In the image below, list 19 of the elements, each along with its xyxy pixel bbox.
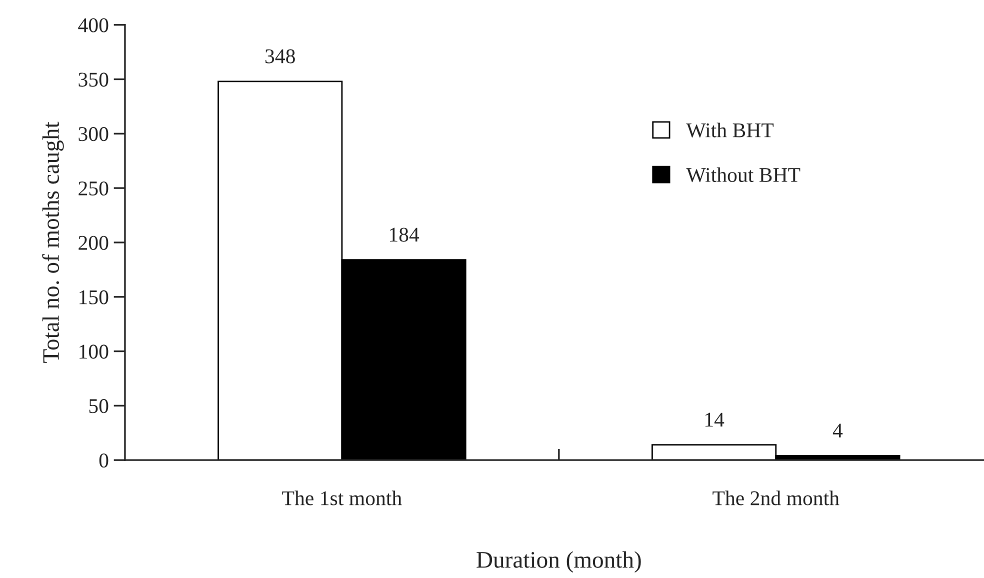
x-axis-title: Duration (month)	[476, 551, 641, 573]
data-label: 4	[832, 424, 843, 438]
y-tick-label: 350	[78, 72, 108, 87]
x-tick-label: The 2nd month	[712, 490, 840, 506]
data-label: 14	[705, 412, 724, 427]
y-tick-label: 100	[80, 344, 108, 359]
y-tick-label: 200	[78, 236, 108, 250]
y-axis-title: Total no. of moths caught	[42, 122, 64, 363]
legend-label: With BHT	[686, 122, 774, 138]
y-tick-label: 50	[89, 399, 108, 414]
y-tick-label: 400	[78, 18, 108, 32]
data-label: 348	[265, 49, 295, 64]
y-tick-label: 300	[78, 127, 108, 142]
legend-label: Without BHT	[686, 167, 800, 182]
y-tick-label: 0	[99, 453, 108, 468]
y-tick-label: 250	[78, 181, 108, 196]
y-tick-label: 150	[80, 290, 108, 304]
data-label: 184	[390, 228, 420, 242]
x-tick-label: The 1st month	[282, 490, 402, 506]
